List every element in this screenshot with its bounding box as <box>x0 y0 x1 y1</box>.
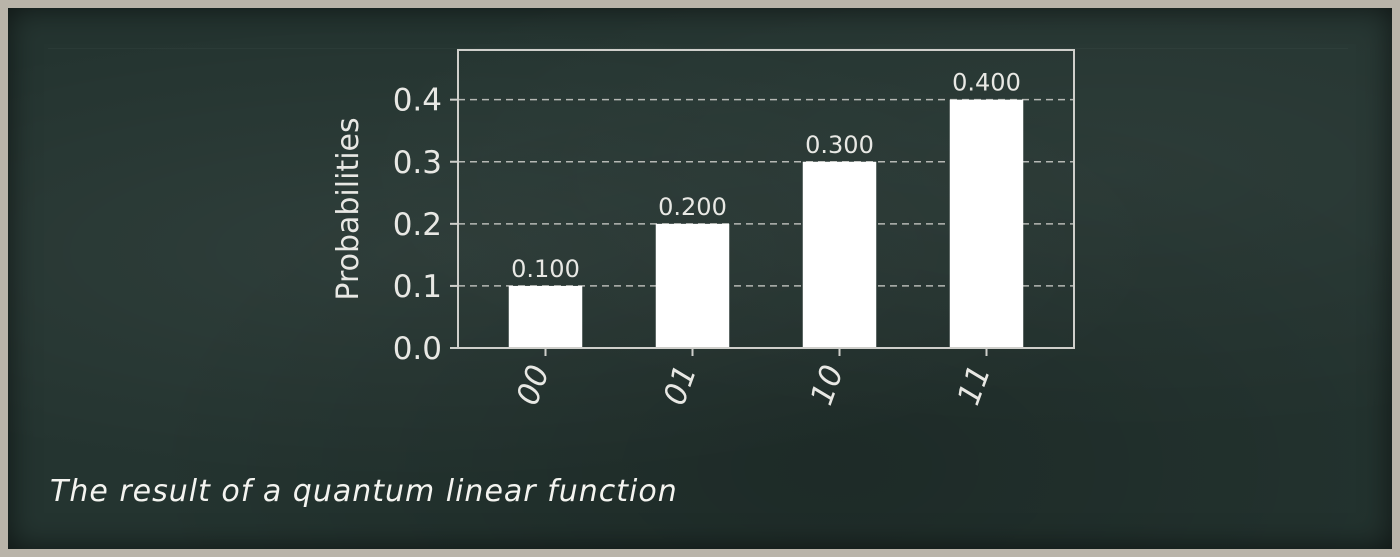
x-tick-label-00: 00 <box>510 360 557 409</box>
y-tick-label: 0.0 <box>393 331 442 367</box>
x-axis: 00 01 10 11 <box>510 348 998 410</box>
bar-00 <box>508 285 583 348</box>
bars-layer <box>508 99 1024 349</box>
caption-text: The result of a quantum linear function <box>50 474 678 509</box>
data-label-11: 0.400 <box>952 69 1021 97</box>
x-tick-label-11: 11 <box>951 360 998 409</box>
y-tick-label: 0.1 <box>393 269 442 305</box>
y-tick-label: 0.3 <box>393 145 442 181</box>
bar-01 <box>655 223 730 348</box>
bar-10 <box>802 161 877 348</box>
y-tick-label: 0.4 <box>393 83 442 119</box>
data-label-01: 0.200 <box>658 193 727 221</box>
bar-11 <box>949 99 1024 349</box>
y-tick-label: 0.2 <box>393 207 442 243</box>
y-axis-label: Probabilities <box>331 117 366 300</box>
data-label-00: 0.100 <box>511 255 580 283</box>
x-tick-label-10: 10 <box>804 360 851 409</box>
y-axis: 0.0 0.1 0.2 0.3 0.4 <box>393 83 458 367</box>
x-tick-label-01: 01 <box>657 360 704 409</box>
data-label-10: 0.300 <box>805 131 874 159</box>
plot-area-border <box>457 49 1075 349</box>
data-labels-layer: 0.100 0.200 0.300 0.400 <box>511 69 1021 283</box>
